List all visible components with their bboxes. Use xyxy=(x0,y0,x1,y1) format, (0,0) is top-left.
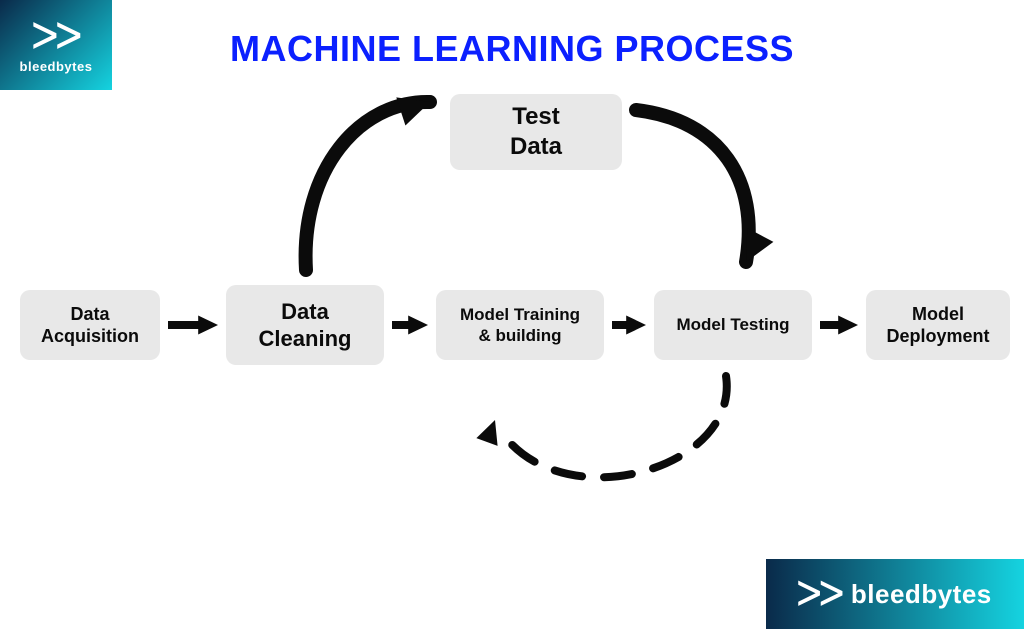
diagram-canvas: ᐳᐳ bleedbytes MACHINE LEARNING PROCESS D… xyxy=(0,0,1024,629)
brand-mark-icon: ᐳᐳ xyxy=(797,575,842,613)
flow-node-clean: DataCleaning xyxy=(226,285,384,365)
page-title: MACHINE LEARNING PROCESS xyxy=(0,28,1024,70)
flow-node-acq: DataAcquisition xyxy=(20,290,160,360)
flow-node-test: Model Testing xyxy=(654,290,812,360)
brand-logo-bottom: ᐳᐳ bleedbytes xyxy=(766,559,1024,629)
brand-wordmark: bleedbytes xyxy=(851,579,992,610)
flow-node-train: Model Training& building xyxy=(436,290,604,360)
flow-node-tdata: TestData xyxy=(450,94,622,170)
flow-node-deploy: ModelDeployment xyxy=(866,290,1010,360)
